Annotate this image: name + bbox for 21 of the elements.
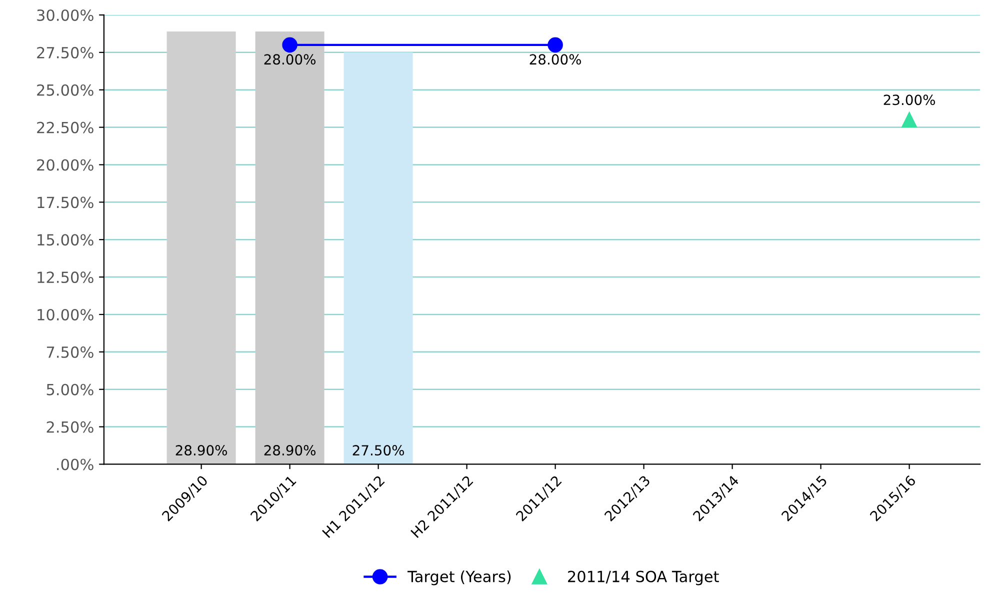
y-tick-label: 25.00% [37,84,94,96]
data-label: 27.50% [352,445,404,456]
y-tick-label: 10.00% [38,308,94,320]
data-label: 28.90% [176,445,228,456]
y-tick-label: 12.50% [38,272,94,284]
y-tick-label: .00% [57,458,94,470]
y-tick-label: 7.50% [46,346,94,358]
data-label: 28.00% [264,54,316,65]
data-label: 28.90% [264,445,316,456]
y-tick-label: 15.00% [38,234,94,246]
y-tick-label: 5.00% [46,384,94,396]
data-label: 23.00% [884,94,936,106]
legend-label: 2011/14 SOA Target [568,570,719,586]
legend-label: Target (Years) [408,570,511,586]
y-tick-label: 2.50% [46,421,94,433]
data-label: 28.00% [530,54,582,65]
y-tick-label: 22.50% [37,122,94,134]
y-tick-label: 27.50% [37,46,94,58]
y-tick-label: 17.50% [38,196,94,208]
y-tick-label: 30.00% [37,9,94,21]
y-tick-label: 20.00% [37,159,94,171]
